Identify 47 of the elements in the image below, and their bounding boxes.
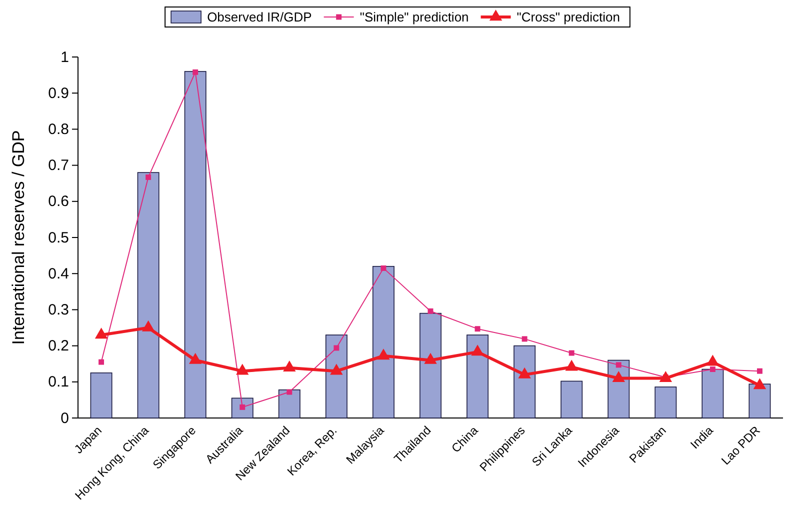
bar — [278, 389, 300, 418]
point — [659, 370, 672, 382]
point — [94, 328, 108, 339]
point — [146, 174, 152, 180]
y-axis-title: International reserves / GDP — [9, 130, 28, 345]
y-tick-label: 0.7 — [48, 157, 69, 174]
point — [236, 364, 249, 375]
point — [380, 265, 386, 271]
point — [188, 352, 202, 364]
point — [192, 69, 198, 75]
bar — [514, 345, 536, 418]
legend-label: Observed IR/GDP — [207, 10, 312, 25]
y-tick-label: 0.8 — [48, 121, 69, 138]
y-tick-label: 0.5 — [48, 229, 69, 246]
bar — [748, 384, 771, 418]
legend-label: "Cross" prediction — [516, 10, 620, 25]
y-tick-label: 0 — [60, 410, 69, 427]
point — [283, 360, 296, 372]
bar — [560, 380, 583, 418]
point — [330, 364, 343, 375]
bar — [654, 386, 677, 418]
bar — [184, 71, 206, 418]
point — [518, 367, 531, 378]
bar — [372, 266, 394, 418]
bar — [325, 334, 348, 418]
point — [424, 352, 437, 364]
point — [428, 308, 434, 314]
point — [377, 348, 390, 360]
y-tick-label: 0.9 — [48, 84, 69, 102]
point — [753, 378, 766, 390]
y-tick-label: 0.3 — [48, 302, 69, 318]
y-tick-label: 0.4 — [48, 265, 69, 282]
y-tick-label: 0.6 — [48, 193, 69, 210]
bar — [420, 312, 442, 418]
point — [612, 370, 625, 382]
legend-label: "Simple" prediction — [360, 10, 469, 25]
y-tick-label: 0.1 — [48, 374, 69, 391]
point — [471, 344, 484, 356]
point — [565, 360, 578, 371]
bar — [137, 172, 160, 418]
y-tick-label: 0.2 — [48, 338, 69, 355]
bar — [702, 368, 724, 418]
bar — [90, 372, 112, 418]
y-tick-label: 1 — [60, 48, 69, 66]
point — [142, 320, 155, 332]
bar — [466, 334, 489, 418]
point — [706, 354, 720, 366]
